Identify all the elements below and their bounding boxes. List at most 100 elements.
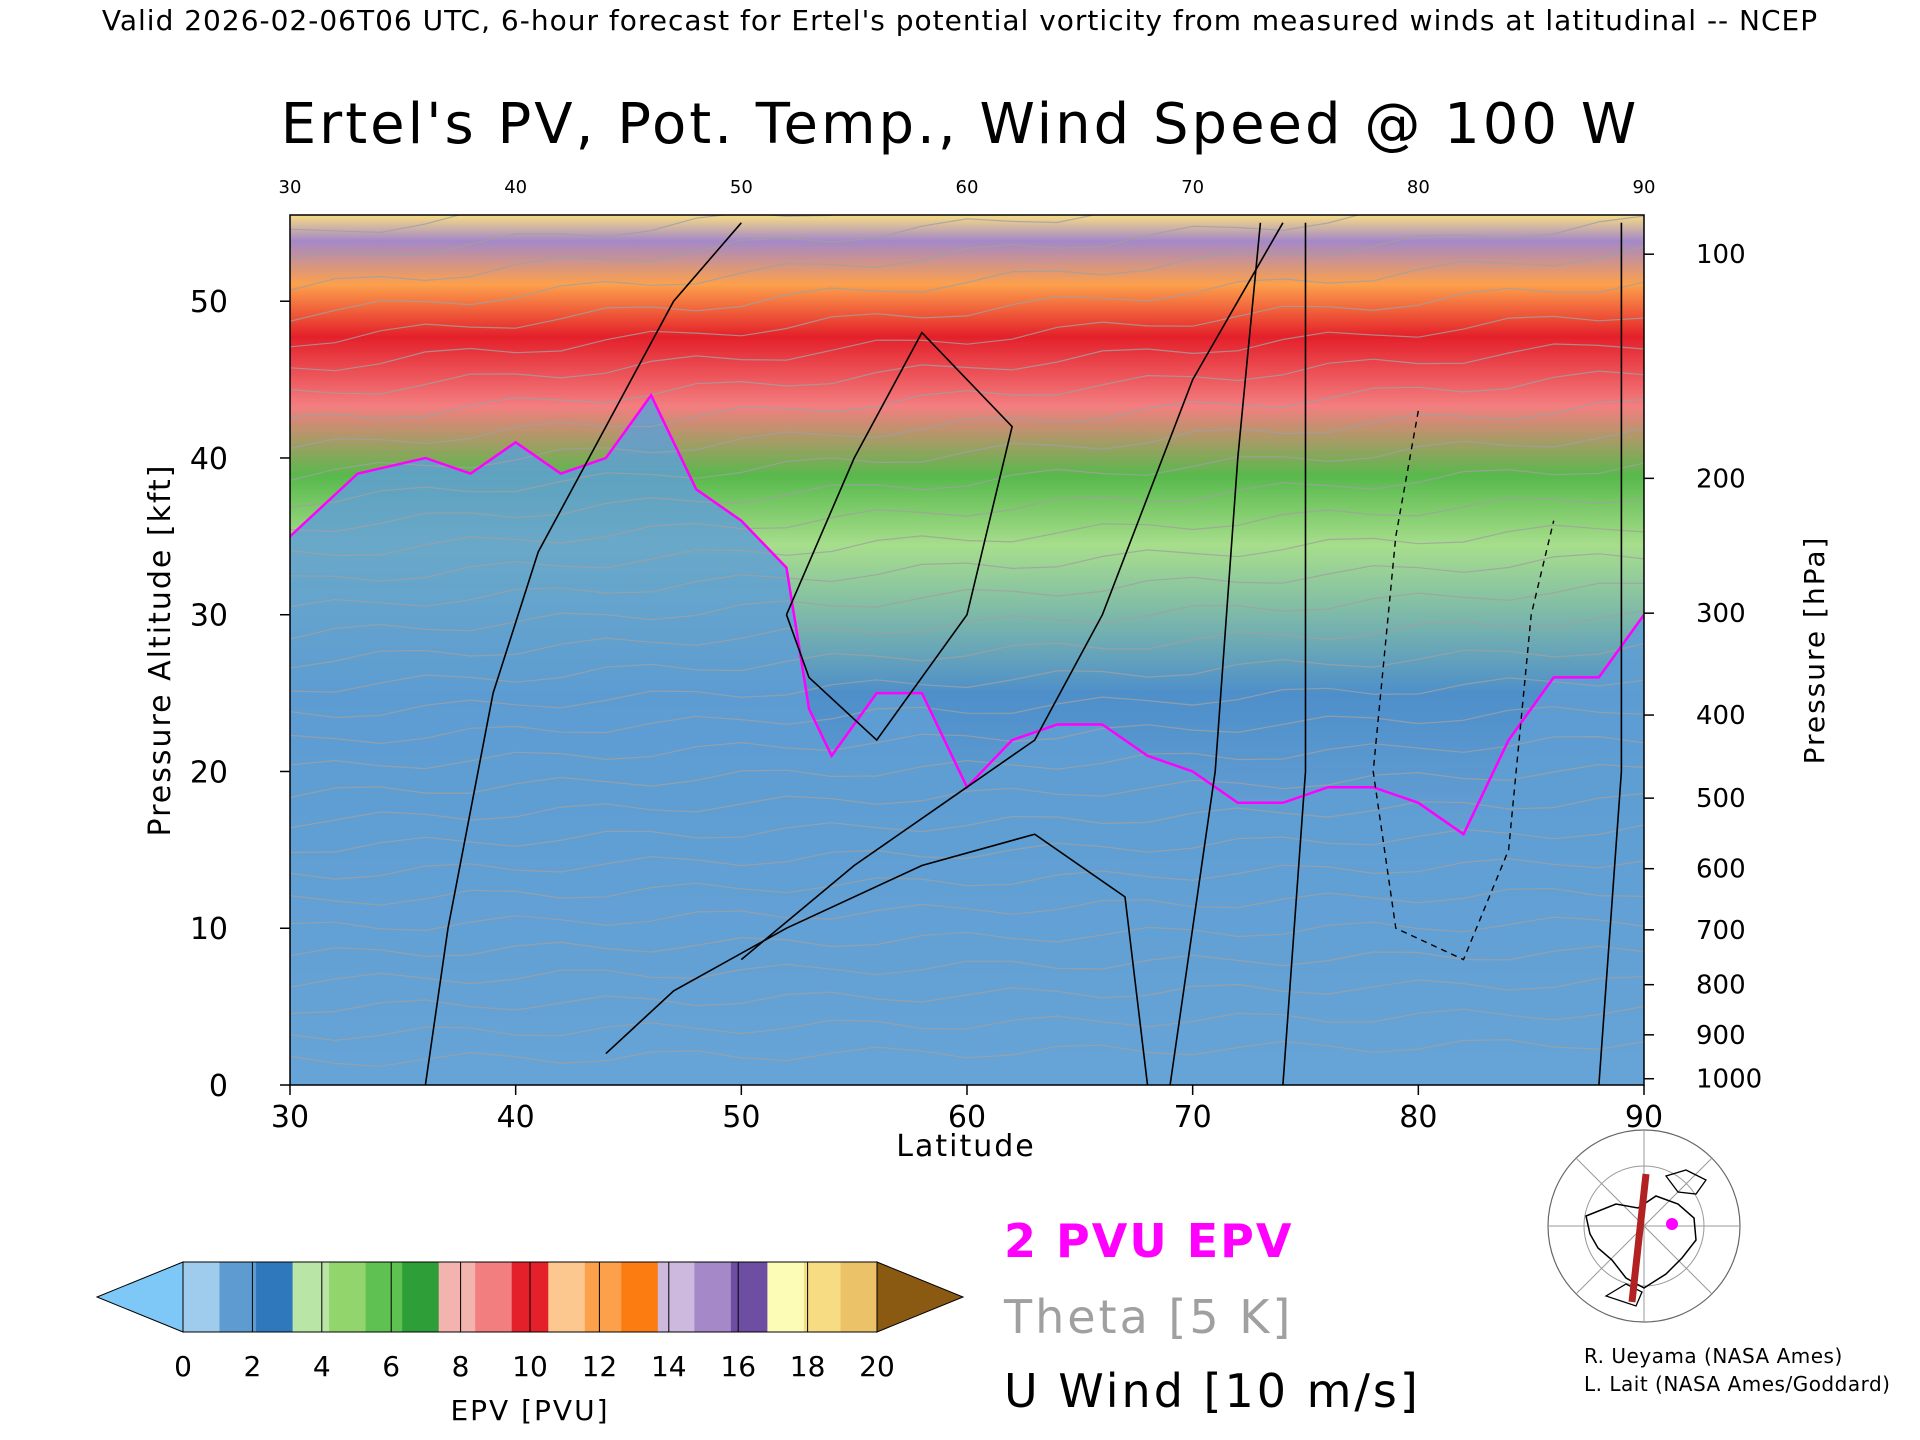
colorbar-swatch — [548, 1262, 586, 1332]
colorbar-swatch — [256, 1262, 294, 1332]
theta-contour — [290, 246, 1644, 372]
u-wind-contour — [1282, 222, 1307, 1085]
legend-uwind: U Wind [10 m/s] — [1004, 1364, 1421, 1418]
theta-contour — [290, 916, 1644, 958]
colorbar-below-arrow — [95, 1261, 184, 1333]
credit-ueyama: R. Ueyama (NASA Ames) — [1584, 1344, 1843, 1368]
theta-contour — [290, 427, 1644, 533]
colorbar-swatch — [329, 1262, 367, 1332]
x-tick-label: 40 — [497, 1100, 535, 1135]
north-pole-map-icon — [1546, 1129, 1742, 1323]
y-axis-label-left: Pressure Altitude [kft] — [143, 464, 178, 837]
y-tick-label: 10 — [190, 912, 228, 947]
colorbar-tick-label: 6 — [382, 1350, 400, 1383]
theta-contour — [290, 1005, 1644, 1041]
theta-contour — [290, 857, 1644, 906]
u-wind-contour — [740, 222, 1284, 961]
u-wind-contour — [785, 331, 1013, 742]
u-wind-negative-contour — [1372, 410, 1555, 961]
x-top-tick-label: 70 — [1181, 177, 1204, 198]
colorbar-swatch — [767, 1262, 805, 1332]
chart-title: Ertel's PV, Pot. Temp., Wind Speed @ 100… — [280, 92, 1640, 157]
right-tick-label: 300 — [1696, 599, 1746, 629]
theta-contour — [290, 945, 1644, 988]
y-tick-label: 50 — [190, 285, 228, 320]
y-tick-label: 20 — [190, 755, 228, 790]
right-tick-label: 500 — [1696, 784, 1746, 814]
colorbar-swatch — [584, 1262, 622, 1332]
x-tick-label: 30 — [271, 1100, 309, 1135]
theta-contour — [290, 215, 1644, 348]
u-wind-contour — [1169, 222, 1262, 1085]
theta-contour — [290, 497, 1644, 582]
right-tick-label: 900 — [1696, 1021, 1746, 1051]
colorbar-swatch — [183, 1262, 221, 1332]
colorbar-swatch — [402, 1262, 440, 1332]
colorbar-swatch — [292, 1262, 330, 1332]
x-top-tick-label: 50 — [730, 177, 753, 198]
theta-contour — [290, 370, 1644, 481]
x-tick-label: 50 — [722, 1100, 760, 1135]
right-tick-label: 1000 — [1696, 1065, 1762, 1095]
colorbar-tick-label: 0 — [174, 1350, 192, 1383]
theta-contour — [290, 215, 1097, 291]
colorbar-tick-label: 14 — [651, 1350, 687, 1383]
colorbar-swatch — [475, 1262, 513, 1332]
x-top-tick-label: 60 — [956, 177, 979, 198]
y-tick-label: 40 — [190, 442, 228, 477]
theta-contour — [290, 281, 1644, 395]
troposphere-region — [290, 395, 1644, 1085]
colorbar-tick-label: 18 — [790, 1350, 826, 1383]
colorbar-swatch — [219, 1262, 257, 1332]
y-tick-label: 0 — [209, 1069, 228, 1104]
theta-contour — [290, 677, 1644, 745]
theta-contour — [290, 824, 1644, 880]
colorbar-tick-label: 10 — [512, 1350, 548, 1383]
theta-contour — [290, 706, 1644, 770]
right-tick-label: 700 — [1696, 916, 1746, 946]
colorbar-swatch — [438, 1262, 476, 1332]
x-top-tick-label: 90 — [1633, 177, 1656, 198]
theta-contour — [290, 976, 1644, 1015]
colorbar-swatch — [657, 1262, 695, 1332]
x-top-tick-label: 80 — [1407, 177, 1430, 198]
axes: 3030404050506060707080809090010203040501… — [190, 177, 1762, 1135]
theta-contour — [290, 215, 1361, 322]
y-axis-label-right: Pressure [hPa] — [1798, 536, 1831, 765]
colorbar-tick-label: 16 — [720, 1350, 756, 1383]
theta-contour — [290, 763, 1644, 829]
colorbar-tick-label: 4 — [313, 1350, 331, 1383]
colorbar-tick-label: 20 — [859, 1350, 895, 1383]
u-wind-contour — [605, 833, 1149, 1085]
theta-contour — [290, 315, 1644, 420]
header-text: Valid 2026-02-06T06 UTC, 6-hour forecast… — [101, 4, 1819, 37]
u-wind-contour — [424, 222, 742, 1085]
theta-contour — [290, 33, 1644, 186]
x-axis-label: Latitude — [896, 1129, 1035, 1164]
colorbar-label: EPV [PVU] — [450, 1394, 609, 1427]
theta-contour — [290, 643, 1644, 719]
theta-contour — [290, 343, 1644, 450]
x-tick-label: 80 — [1399, 1100, 1437, 1135]
x-top-tick-label: 30 — [279, 177, 302, 198]
y-tick-label: 30 — [190, 599, 228, 634]
x-tick-label: 60 — [948, 1100, 986, 1135]
credit-lait: L. Lait (NASA Ames/Goddard) — [1584, 1372, 1891, 1396]
colorbar-swatch — [730, 1262, 768, 1332]
colorbar: 0 2 4 6 8 10 12 14 16 18 20 — [95, 1261, 965, 1383]
right-tick-label: 600 — [1696, 855, 1746, 885]
colorbar-tick-label: 2 — [243, 1350, 261, 1383]
legend-2pvu: 2 PVU EPV — [1004, 1214, 1294, 1268]
colorbar-above-arrow — [876, 1261, 965, 1333]
plot-area — [290, 33, 1644, 1085]
colorbar-tick-label: 12 — [582, 1350, 618, 1383]
colorbar-swatch — [365, 1262, 403, 1332]
theta-contour — [290, 462, 1644, 557]
right-tick-label: 100 — [1696, 240, 1746, 270]
colorbar-swatch — [694, 1262, 732, 1332]
x-top-tick-label: 40 — [504, 177, 527, 198]
right-tick-label: 200 — [1696, 464, 1746, 494]
right-tick-label: 800 — [1696, 971, 1746, 1001]
legend-theta: Theta [5 K] — [1004, 1290, 1294, 1344]
